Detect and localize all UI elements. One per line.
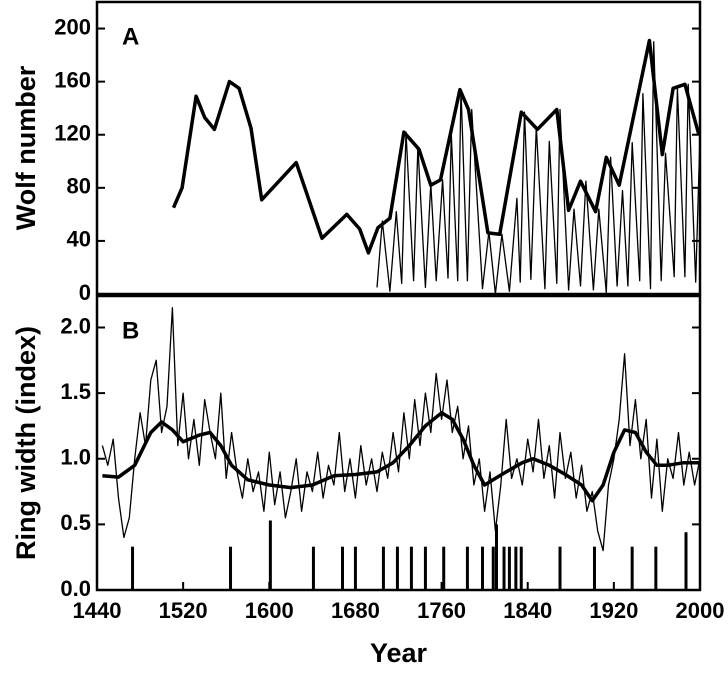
x-tick-label: 1520 <box>159 598 208 623</box>
data-line <box>101 307 701 552</box>
y-axis-label: Wolf number <box>11 65 41 230</box>
x-tick-label: 2000 <box>676 598 725 623</box>
y-tick-label: 200 <box>54 14 91 39</box>
y-axis-label: Ring width (index) <box>11 326 41 560</box>
x-tick-label: 1680 <box>331 598 380 623</box>
x-tick-label: 1840 <box>503 598 552 623</box>
y-tick-label: 80 <box>67 174 91 199</box>
data-line <box>171 38 701 255</box>
data-line <box>376 41 701 295</box>
y-tick-label: 2.0 <box>60 313 91 338</box>
y-tick-label: 0.0 <box>60 576 91 601</box>
x-tick-label: 1600 <box>245 598 294 623</box>
y-tick-label: 0.5 <box>60 510 91 535</box>
x-tick-label: 1920 <box>589 598 638 623</box>
y-tick-label: 160 <box>54 67 91 92</box>
y-tick-label: 1.5 <box>60 379 91 404</box>
plot-frame <box>95 0 702 296</box>
x-tick-label: 1440 <box>73 598 122 623</box>
panel-label: B <box>122 317 139 344</box>
x-tick-label: 1760 <box>417 598 466 623</box>
y-tick-label: 40 <box>67 227 91 252</box>
y-tick-label: 120 <box>54 121 91 146</box>
y-tick-label: 0 <box>79 280 91 305</box>
plot-frame <box>95 294 702 592</box>
panel-label: A <box>122 23 139 50</box>
data-line <box>102 411 700 503</box>
y-tick-label: 1.0 <box>60 445 91 470</box>
x-axis-label: Year <box>370 638 428 668</box>
